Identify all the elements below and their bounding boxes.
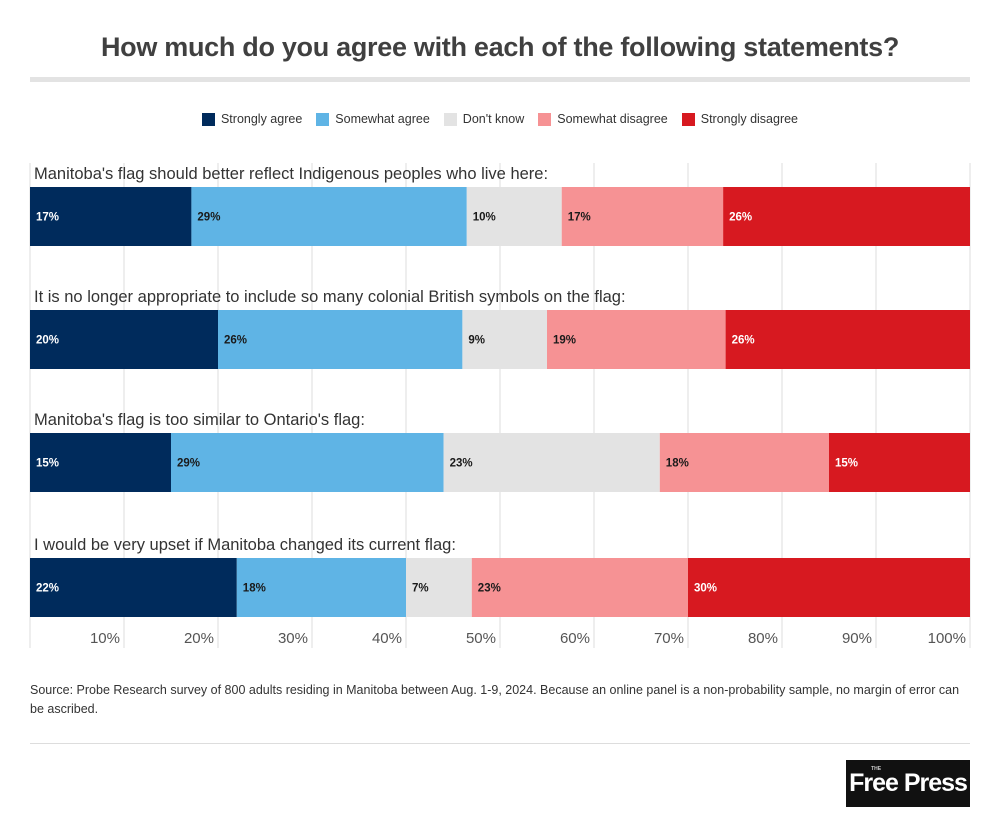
question-label: Manitoba's flag should better reflect In… — [34, 165, 548, 183]
segment-label: 29% — [177, 458, 200, 470]
bar-segment — [725, 310, 970, 369]
legend-label: Somewhat disagree — [557, 112, 668, 126]
bar-segment — [171, 433, 444, 492]
segment-label: 10% — [473, 212, 496, 224]
legend-label: Strongly disagree — [700, 112, 799, 126]
segment-label: 26% — [224, 335, 247, 347]
bar-segment — [462, 310, 547, 369]
segment-label: 26% — [729, 212, 752, 224]
segment-label: 29% — [197, 212, 220, 224]
bar-segment — [191, 187, 467, 246]
segment-label: 15% — [835, 458, 858, 470]
legend-swatch — [443, 112, 457, 126]
segment-label: 18% — [666, 458, 689, 470]
stacked-bar-chart: Manitoba's flag should better reflect In… — [29, 163, 971, 648]
segment-label: 9% — [468, 335, 485, 347]
bar-segment — [561, 187, 724, 246]
title-divider — [30, 77, 970, 82]
x-tick-label: 70% — [654, 630, 684, 647]
bar-segment — [659, 433, 829, 492]
bar-segment — [30, 433, 171, 492]
x-tick-label: 90% — [842, 630, 872, 647]
segment-label: 20% — [36, 335, 59, 347]
bar-segment — [723, 187, 970, 246]
segment-label: 17% — [568, 212, 591, 224]
bar-segment — [236, 558, 406, 617]
x-tick-label: 40% — [372, 630, 402, 647]
logo-wordmark: Free Press — [849, 769, 968, 797]
bar-segment — [30, 187, 192, 246]
bar-segment — [466, 187, 562, 246]
logo-the: THE — [871, 766, 882, 772]
x-tick-label: 30% — [278, 630, 308, 647]
source-note: Source: Probe Research survey of 800 adu… — [30, 683, 960, 716]
logo-text: THE Free Press — [849, 766, 968, 798]
legend-label: Don't know — [462, 112, 525, 126]
legend-item-somewhat-disagree: Somewhat disagree — [538, 112, 668, 126]
segment-label: 30% — [694, 583, 717, 595]
legend-item-strongly-disagree: Strongly disagree — [681, 112, 799, 126]
x-tick-label: 20% — [184, 630, 214, 647]
x-tick-label: 50% — [466, 630, 496, 647]
bar-segment — [406, 558, 472, 617]
bar-segment — [218, 310, 463, 369]
segment-label: 22% — [36, 583, 59, 595]
segment-label: 23% — [450, 458, 473, 470]
bar-segment — [30, 310, 218, 369]
legend: Strongly agree Somewhat agree Don't know… — [0, 112, 1000, 126]
legend-swatch — [681, 112, 695, 126]
x-tick-label: 80% — [748, 630, 778, 647]
x-tick-label: 10% — [90, 630, 120, 647]
free-press-logo: THE Free Press — [846, 760, 970, 807]
question-label: I would be very upset if Manitoba change… — [34, 536, 456, 554]
bar-segment — [829, 433, 970, 492]
footer-divider — [30, 743, 970, 744]
legend-swatch — [316, 112, 330, 126]
segment-label: 18% — [243, 583, 266, 595]
question-label: Manitoba's flag is too similar to Ontari… — [34, 411, 365, 429]
legend-label: Somewhat agree — [335, 112, 430, 126]
segment-label: 26% — [732, 335, 755, 347]
legend-item-dont-know: Don't know — [443, 112, 525, 126]
bar-segment — [547, 310, 726, 369]
question-label: It is no longer appropriate to include s… — [34, 288, 626, 306]
legend-item-somewhat-agree: Somewhat agree — [316, 112, 430, 126]
segment-label: 17% — [36, 212, 59, 224]
segment-label: 19% — [553, 335, 576, 347]
segment-label: 23% — [478, 583, 501, 595]
bar-segment — [30, 558, 237, 617]
x-tick-label: 60% — [560, 630, 590, 647]
bar-segment — [443, 433, 660, 492]
bar-segment — [471, 558, 688, 617]
legend-item-strongly-agree: Strongly agree — [201, 112, 303, 126]
x-tick-label: 100% — [928, 630, 966, 647]
segment-label: 15% — [36, 458, 59, 470]
chart-title: How much do you agree with each of the f… — [100, 32, 900, 62]
segment-label: 7% — [412, 583, 429, 595]
legend-label: Strongly agree — [220, 112, 303, 126]
legend-swatch — [538, 112, 552, 126]
bar-segment — [688, 558, 970, 617]
legend-swatch — [201, 112, 215, 126]
